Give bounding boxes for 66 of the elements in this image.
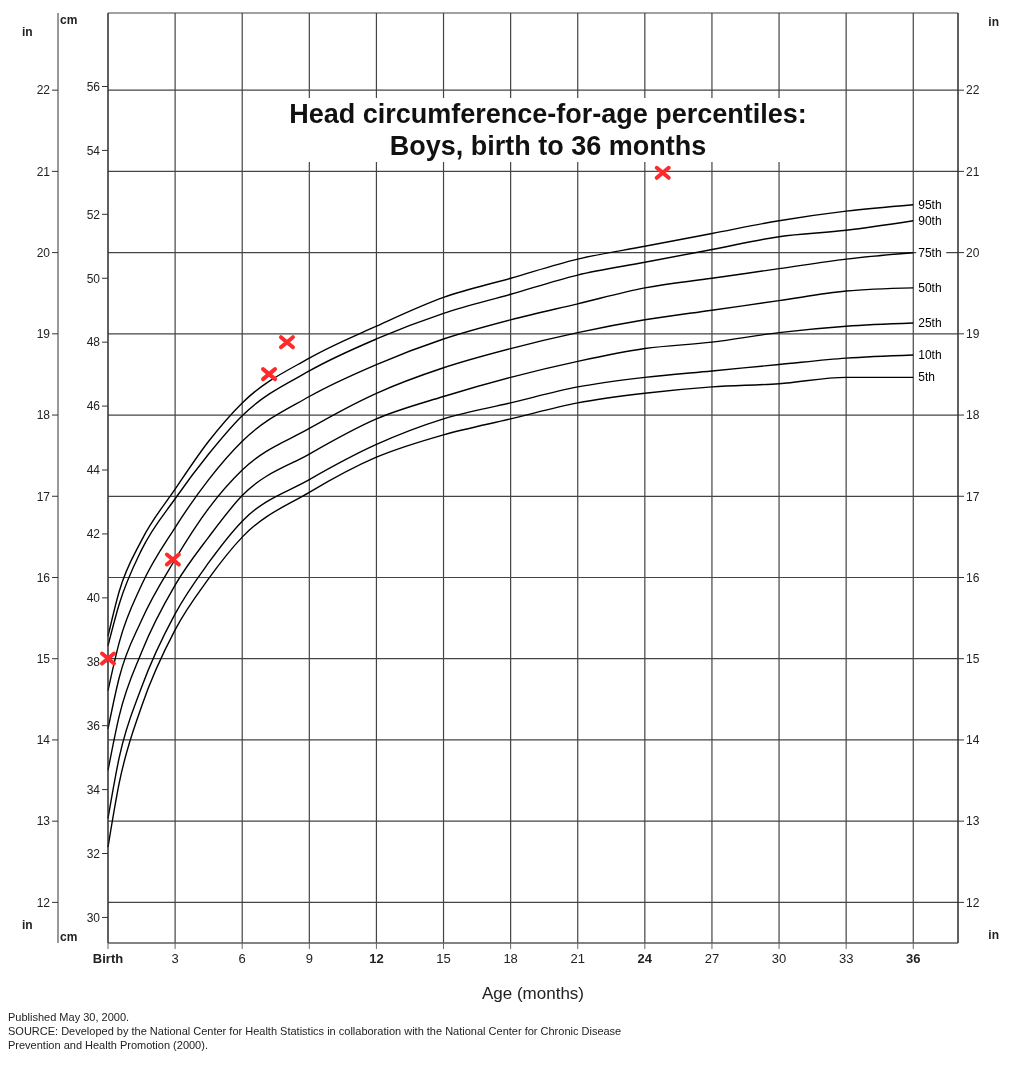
y-axis-title: cm xyxy=(60,12,78,27)
x-axis-title: Age (months) xyxy=(481,984,585,1003)
y2-tick-label: 16 xyxy=(966,570,980,585)
series-label: 50th xyxy=(918,280,942,295)
x-tick-label: 30 xyxy=(771,951,787,966)
text: Published May 30, 2000. xyxy=(8,1010,131,1024)
x-tick-label: 18 xyxy=(503,951,518,966)
x-tick-label: 6 xyxy=(238,951,246,966)
y2-tick-label: 22 xyxy=(966,83,980,98)
y-tick-label: 56 xyxy=(86,79,101,94)
series-label: 5th xyxy=(918,370,935,385)
y-tick-label: 30 xyxy=(86,910,101,925)
y-tick-label: 32 xyxy=(86,846,101,861)
y2-tick-label: 19 xyxy=(966,327,980,342)
y3-tick-label: 14 xyxy=(36,733,51,748)
y3-tick-label: 18 xyxy=(36,408,51,423)
y3-tick-label: 16 xyxy=(36,570,51,585)
y2-tick-label: 20 xyxy=(966,245,980,260)
y3-tick-label: 21 xyxy=(36,164,51,179)
y-tick-label: 38 xyxy=(86,655,101,670)
y-tick-label: 54 xyxy=(86,143,101,158)
y2-axis-title: in xyxy=(988,14,999,29)
x-tick-label: Birth xyxy=(92,951,124,966)
x-tick-label: 21 xyxy=(570,951,585,966)
y2-tick-label: 14 xyxy=(966,733,980,748)
text: cm xyxy=(60,930,78,944)
x-tick-label: 15 xyxy=(436,951,451,966)
x-tick-label: 24 xyxy=(637,951,653,966)
y3-tick-label: 13 xyxy=(36,814,51,829)
text: in xyxy=(22,24,33,39)
y3-tick-label: 12 xyxy=(36,895,51,910)
series-label: 95th xyxy=(918,197,942,212)
y2-tick-label: 17 xyxy=(966,489,980,504)
y-tick-label: 50 xyxy=(86,271,101,286)
y2-tick-label: 15 xyxy=(966,651,980,666)
x-tick-label: 12 xyxy=(369,951,384,966)
y-tick-label: 34 xyxy=(86,782,101,797)
series-label: 90th xyxy=(918,213,942,228)
y-tick-label: 44 xyxy=(86,463,101,478)
y3-tick-label: 22 xyxy=(36,83,51,98)
y2-tick-label: 21 xyxy=(966,164,980,179)
y2-tick-label: 12 xyxy=(966,895,980,910)
series-label: 10th xyxy=(918,347,942,362)
y3-tick-label: 19 xyxy=(36,327,51,342)
x-tick-label: 33 xyxy=(838,951,854,966)
y3-tick-label: 17 xyxy=(36,489,51,504)
y2-tick-label: 18 xyxy=(966,408,980,423)
series-label: 75th xyxy=(918,245,942,260)
y2-tick-label: 13 xyxy=(966,814,980,829)
text: in xyxy=(988,928,999,942)
y-tick-label: 48 xyxy=(86,335,101,350)
y-tick-label: 36 xyxy=(86,718,101,733)
text: Head circumference-for-age percentiles: Boys, birth to 36 months xyxy=(263,98,833,162)
series-label: 25th xyxy=(918,316,942,330)
x-tick-label: 3 xyxy=(171,951,179,966)
x-tick-label: 9 xyxy=(305,951,313,966)
source-note: SOURCE: Developed by the National Center for Health Statistics in collaboration with the National Center for Chronic Disease Prevention and Health Promotion (2000). xyxy=(8,1024,623,1052)
y-tick-label: 52 xyxy=(86,207,101,222)
y-tick-label: 46 xyxy=(86,399,101,414)
x-tick-label: 36 xyxy=(906,951,921,966)
y-tick-label: 40 xyxy=(86,591,101,606)
text: in xyxy=(22,918,33,932)
y-tick-label: 42 xyxy=(86,527,101,542)
y3-tick-label: 15 xyxy=(36,651,51,666)
y3-tick-label: 20 xyxy=(36,245,51,260)
x-tick-label: 27 xyxy=(704,951,720,966)
